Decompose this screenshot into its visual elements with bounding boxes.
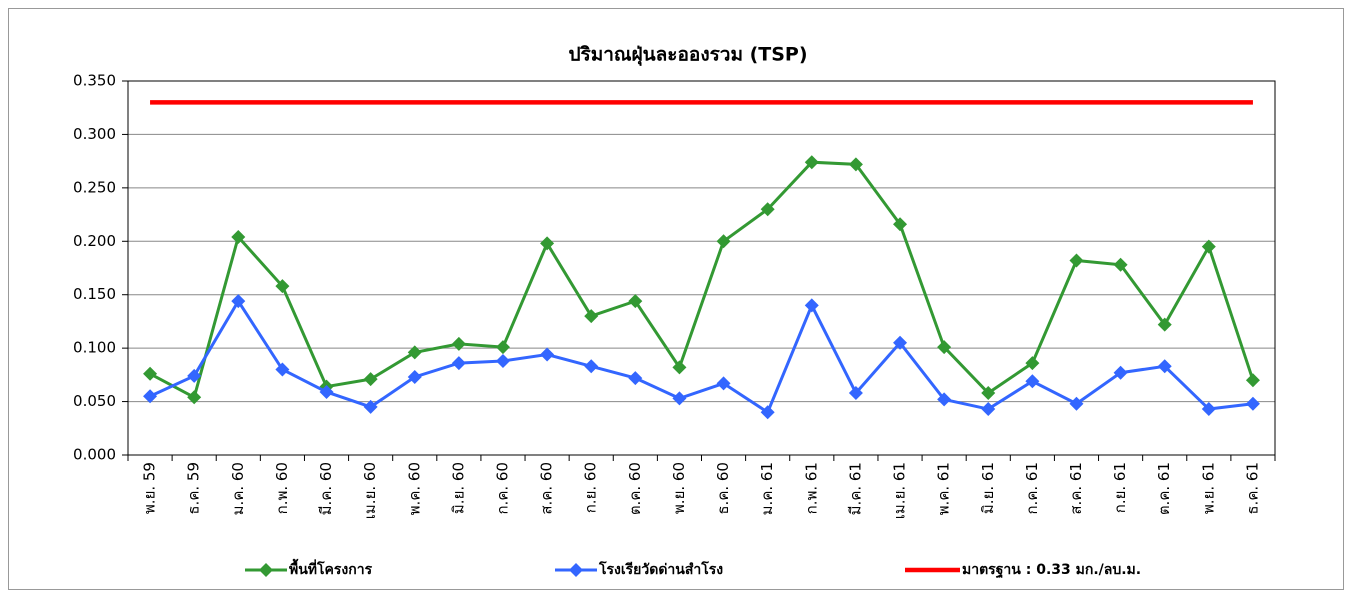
point — [760, 202, 775, 217]
point — [143, 389, 158, 404]
point — [319, 384, 334, 399]
point — [275, 279, 290, 294]
point — [1025, 356, 1040, 371]
x-tick-label: พ.ย. 60 — [670, 462, 688, 514]
point — [937, 392, 952, 407]
point — [672, 391, 687, 406]
y-tick-label: 0.000 — [73, 446, 116, 464]
x-tick-label: ส.ค. 60 — [538, 462, 556, 515]
y-tick-label: 0.200 — [73, 232, 116, 250]
point — [893, 217, 908, 232]
point — [451, 336, 466, 351]
x-tick-label: ก.ค. 60 — [493, 462, 511, 515]
x-tick-label: ธ.ค. 59 — [185, 462, 203, 515]
x-tick-label: ก.ย. 60 — [582, 462, 600, 513]
point — [407, 369, 422, 384]
x-tick-label: ม.ค. 61 — [758, 462, 776, 515]
point — [1201, 239, 1216, 254]
point — [1025, 374, 1040, 389]
point — [804, 155, 819, 170]
x-tick-label: ธ.ค. 61 — [1243, 462, 1261, 515]
y-tick-label: 0.100 — [73, 339, 116, 357]
point — [1245, 396, 1260, 411]
chart-title: ปริมาณฝุ่นละอองรวม (TSP) — [568, 44, 807, 67]
x-tick-label: มิ.ย. 61 — [979, 462, 997, 514]
point — [1069, 396, 1084, 411]
chart-border — [8, 8, 1344, 590]
y-tick-label: 0.300 — [73, 125, 116, 143]
point — [363, 372, 378, 387]
y-tick-label: 0.050 — [73, 392, 116, 410]
x-tick-label: ม.ค. 60 — [229, 462, 247, 515]
x-tick-label: เม.ย. 61 — [891, 462, 909, 519]
point — [804, 298, 819, 313]
legend-marker — [259, 563, 273, 577]
point — [231, 230, 246, 245]
point — [1113, 365, 1128, 380]
x-tick-label: มี.ค. 61 — [846, 462, 864, 515]
series-line — [149, 298, 1254, 415]
point — [1157, 359, 1172, 374]
point — [672, 360, 687, 375]
legend-label: โรงเรียวัดด่านสำโรง — [598, 560, 723, 578]
point — [893, 335, 908, 350]
point — [848, 386, 863, 401]
point — [981, 386, 996, 401]
point — [716, 376, 731, 391]
point — [451, 356, 466, 371]
x-tick-label: พ.ค. 60 — [405, 462, 423, 515]
point — [187, 368, 202, 383]
x-tick-label: ส.ค. 61 — [1067, 462, 1085, 515]
point — [187, 390, 202, 405]
point — [584, 309, 599, 324]
point — [760, 405, 775, 420]
point — [143, 366, 158, 381]
point — [231, 294, 246, 309]
x-tick-label: ก.ย. 61 — [1111, 462, 1129, 513]
point — [363, 399, 378, 414]
point — [275, 362, 290, 377]
series-line — [149, 160, 1255, 400]
x-tick-label: ก.พ. 61 — [802, 462, 820, 514]
point — [1069, 253, 1084, 268]
point — [495, 353, 510, 368]
point — [628, 294, 643, 309]
point — [540, 236, 555, 251]
point — [1245, 373, 1260, 388]
point — [628, 371, 643, 386]
y-tick-label: 0.150 — [73, 285, 116, 303]
point — [1157, 317, 1172, 332]
x-tick-label: ต.ค. 61 — [1155, 462, 1173, 515]
x-tick-label: เม.ย. 60 — [361, 462, 379, 519]
x-tick-label: พ.ค. 61 — [935, 462, 953, 515]
y-tick-label: 0.250 — [73, 178, 116, 196]
point — [1201, 402, 1216, 417]
x-tick-label: มี.ค. 60 — [317, 462, 335, 515]
point — [540, 347, 555, 362]
x-tick-label: ธ.ค. 60 — [714, 462, 732, 515]
point — [1113, 257, 1128, 272]
x-tick-label: ก.พ. 60 — [273, 462, 291, 514]
point — [848, 157, 863, 172]
point — [937, 340, 952, 355]
legend-label: พื้นที่โครงการ — [289, 558, 373, 578]
x-tick-label: มิ.ย. 60 — [449, 462, 467, 514]
point — [495, 340, 510, 355]
y-tick-label: 0.350 — [73, 72, 116, 90]
x-tick-label: ก.ค. 61 — [1023, 462, 1041, 515]
legend-label: มาตรฐาน : 0.33 มก./ลบ.ม. — [962, 562, 1141, 579]
legend-marker — [569, 563, 583, 577]
point — [407, 345, 422, 360]
point — [716, 234, 731, 249]
x-tick-label: พ.ย. 59 — [141, 462, 159, 514]
x-tick-label: พ.ย. 61 — [1199, 462, 1217, 514]
x-tick-label: ต.ค. 60 — [626, 462, 644, 515]
point — [584, 359, 599, 374]
point — [981, 402, 996, 417]
